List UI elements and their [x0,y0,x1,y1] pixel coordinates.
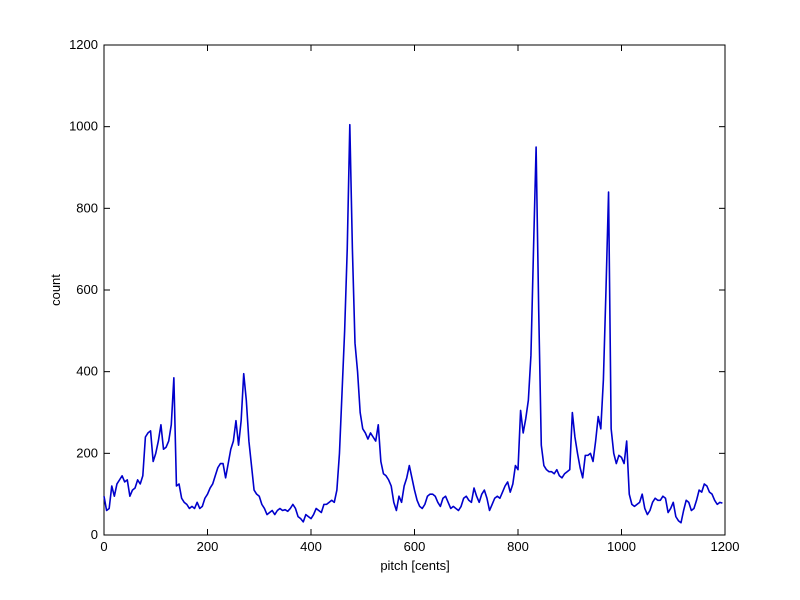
y-tick-label: 200 [76,445,98,460]
data-line [103,123,723,524]
x-tick-label: 400 [300,539,322,554]
plot-area [103,44,726,536]
x-tick-label: 1000 [607,539,636,554]
y-tick-label: 1200 [69,37,98,52]
x-tick-label: 200 [197,539,219,554]
x-axis-label: pitch [cents] [380,558,449,573]
x-tick-label: 600 [404,539,426,554]
x-tick-label: 800 [507,539,529,554]
x-tick-label: 0 [100,539,107,554]
y-tick-label: 800 [76,200,98,215]
y-tick-label: 0 [91,527,98,542]
y-tick-label: 1000 [69,119,98,134]
y-axis-label: count [48,274,63,306]
y-tick-label: 600 [76,282,98,297]
y-tick-label: 400 [76,364,98,379]
x-tick-label: 1200 [711,539,740,554]
